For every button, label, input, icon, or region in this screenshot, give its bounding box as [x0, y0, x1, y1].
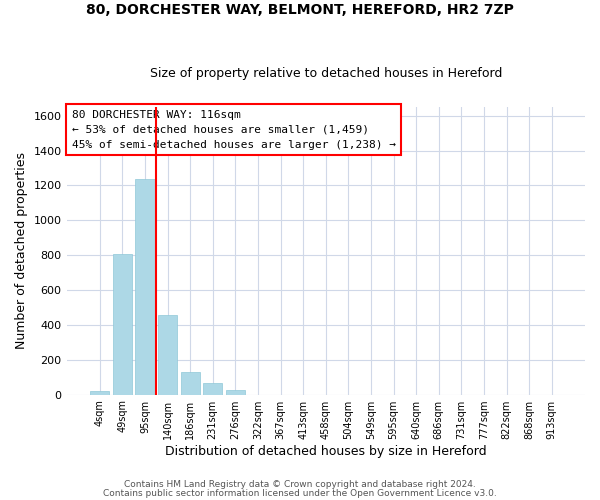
Bar — [226, 390, 245, 394]
Bar — [90, 391, 109, 394]
Bar — [136, 178, 155, 394]
X-axis label: Distribution of detached houses by size in Hereford: Distribution of detached houses by size … — [165, 444, 487, 458]
Y-axis label: Number of detached properties: Number of detached properties — [15, 152, 28, 350]
Text: 80 DORCHESTER WAY: 116sqm
← 53% of detached houses are smaller (1,459)
45% of se: 80 DORCHESTER WAY: 116sqm ← 53% of detac… — [72, 110, 396, 150]
Bar — [158, 316, 177, 394]
Title: Size of property relative to detached houses in Hereford: Size of property relative to detached ho… — [149, 66, 502, 80]
Text: Contains public sector information licensed under the Open Government Licence v3: Contains public sector information licen… — [103, 488, 497, 498]
Text: 80, DORCHESTER WAY, BELMONT, HEREFORD, HR2 7ZP: 80, DORCHESTER WAY, BELMONT, HEREFORD, H… — [86, 2, 514, 16]
Bar — [113, 254, 132, 394]
Text: Contains HM Land Registry data © Crown copyright and database right 2024.: Contains HM Land Registry data © Crown c… — [124, 480, 476, 489]
Bar — [181, 372, 200, 394]
Bar — [203, 384, 223, 394]
